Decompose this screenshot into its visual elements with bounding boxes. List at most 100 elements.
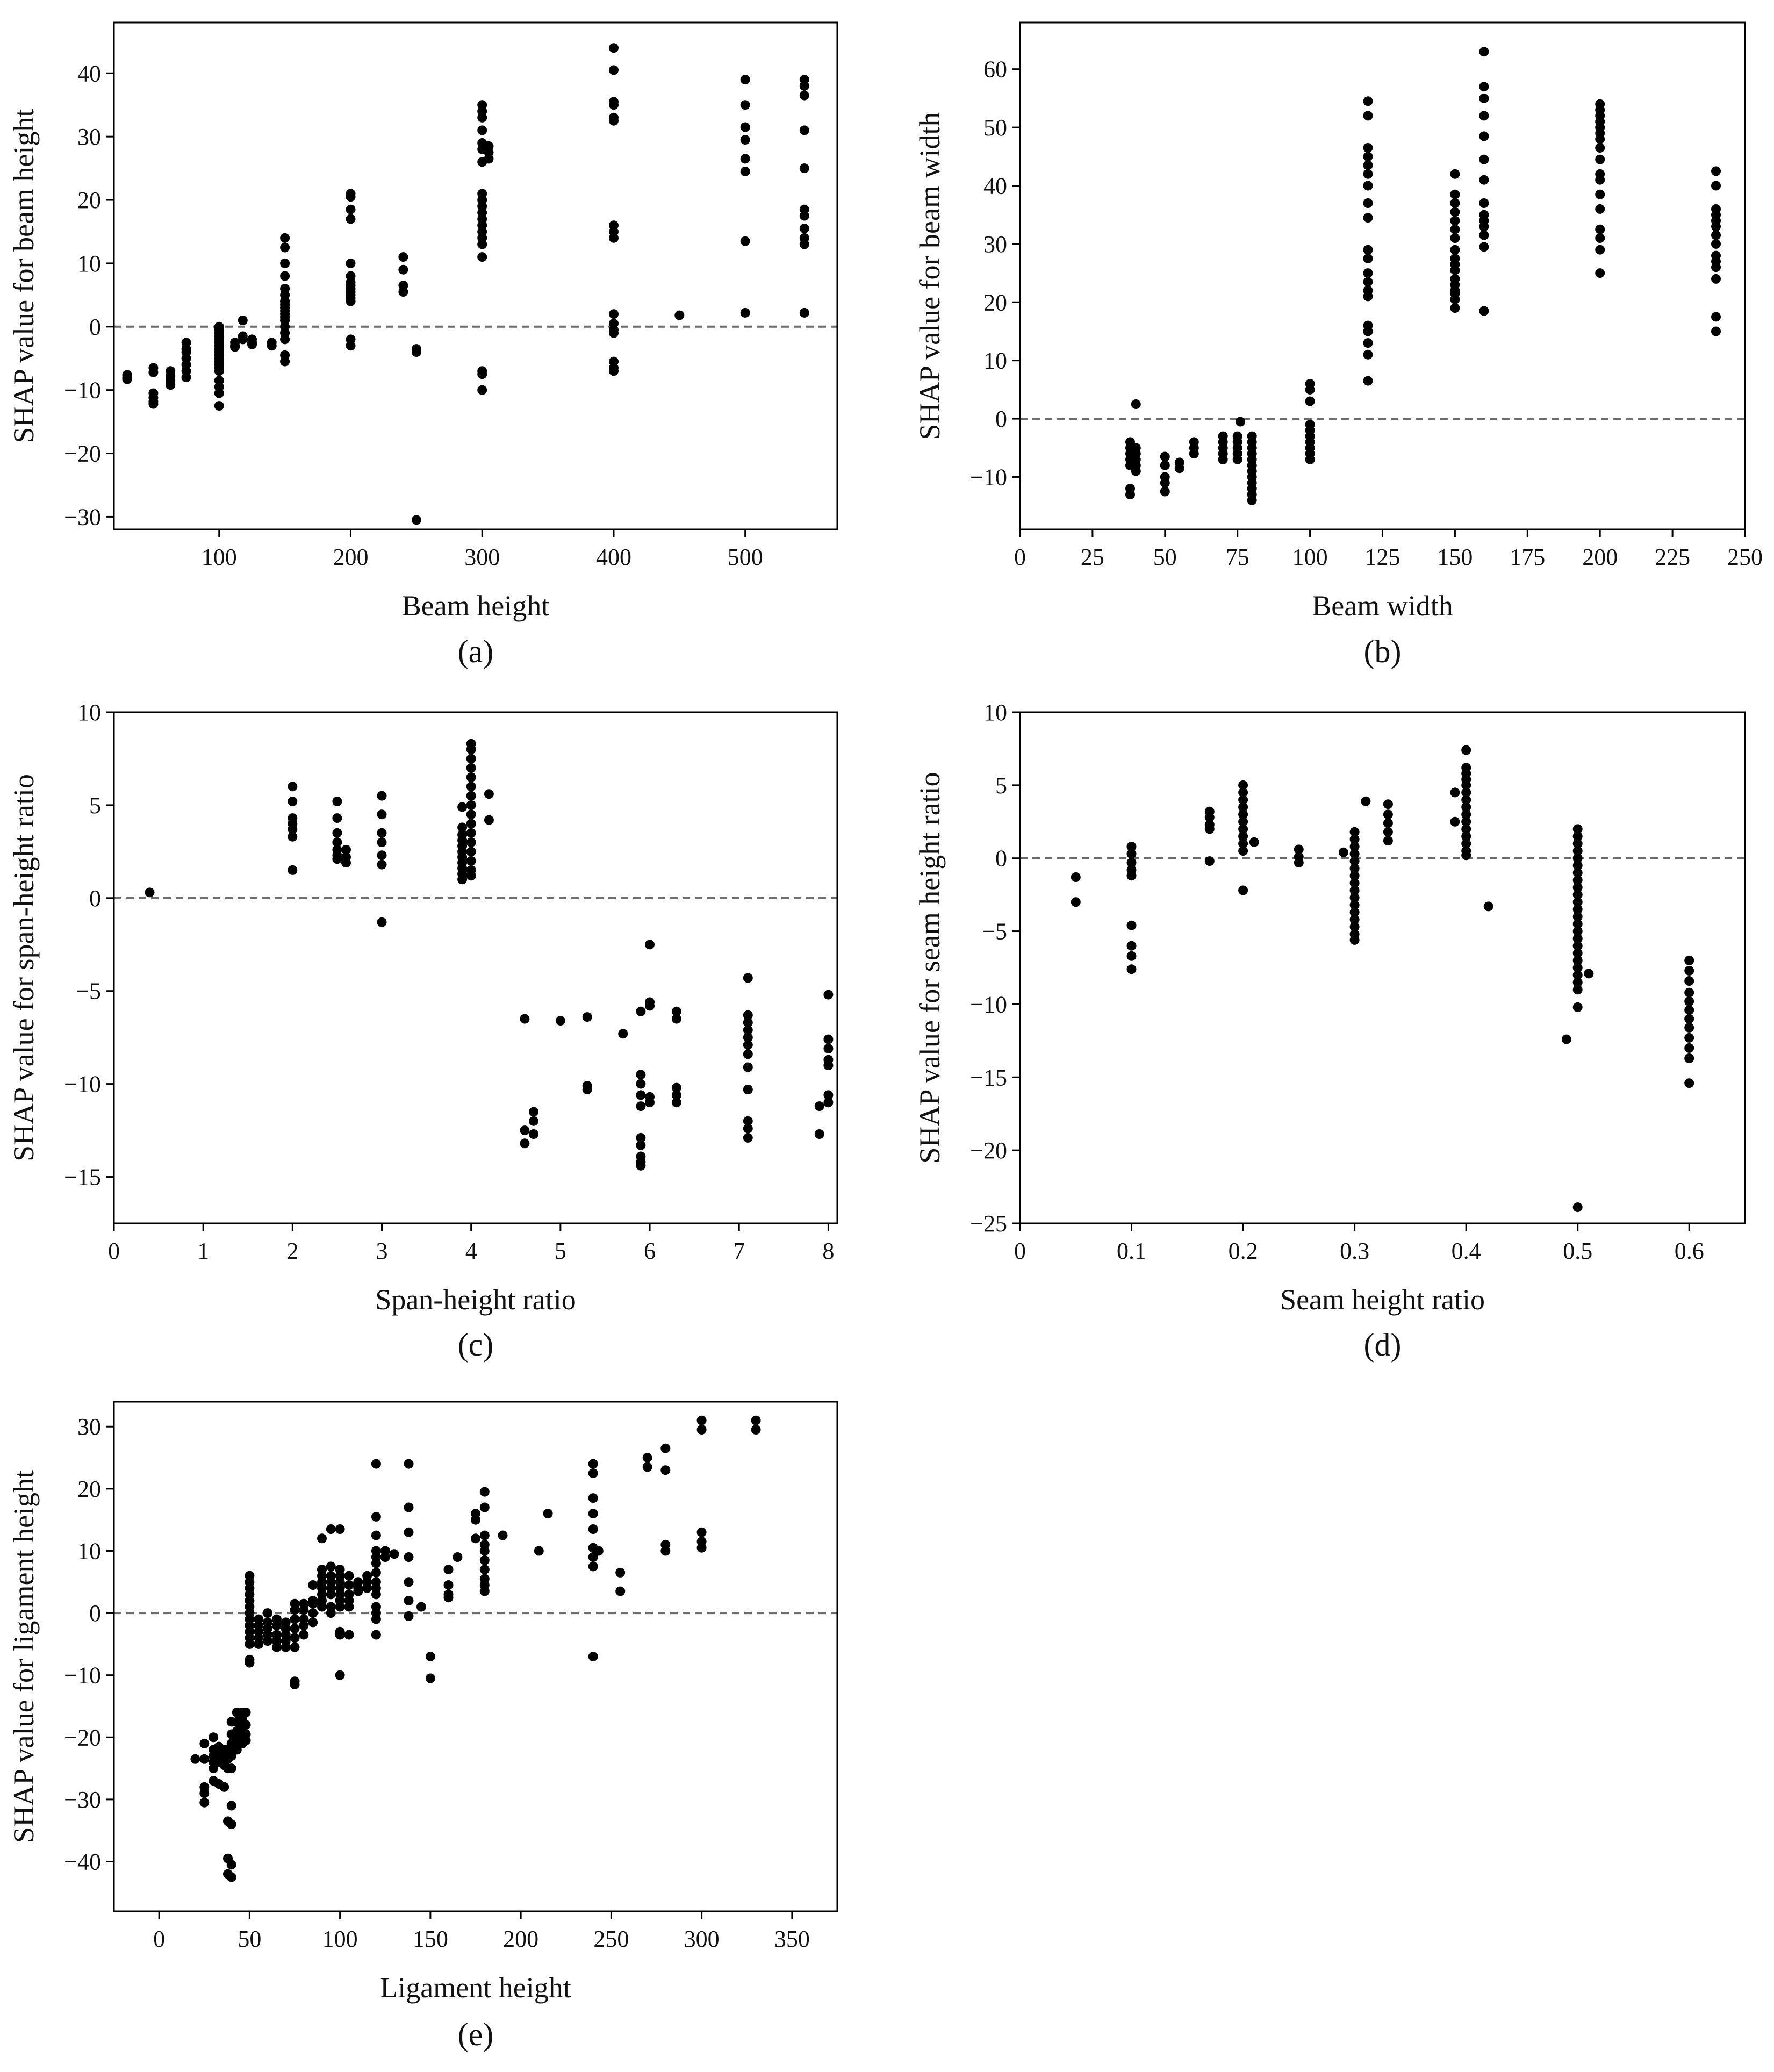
data-point xyxy=(1363,96,1373,106)
data-point xyxy=(1363,181,1373,191)
data-point xyxy=(743,1017,753,1028)
data-point xyxy=(209,1732,219,1743)
data-point xyxy=(280,356,290,367)
data-point xyxy=(588,1509,598,1519)
data-point xyxy=(411,515,421,525)
x-tick-label: 100 xyxy=(322,1926,358,1952)
data-point xyxy=(1383,799,1393,809)
data-point xyxy=(1572,890,1583,900)
data-point xyxy=(477,239,487,249)
data-point xyxy=(425,1652,435,1661)
data-point xyxy=(404,1527,414,1537)
data-point xyxy=(404,1577,414,1587)
data-point xyxy=(335,1630,345,1640)
data-point xyxy=(1711,221,1721,232)
data-point xyxy=(1363,213,1373,223)
data-point xyxy=(1363,349,1373,360)
data-point xyxy=(1572,941,1583,951)
y-tick-label: 10 xyxy=(77,699,101,726)
data-point xyxy=(263,1608,272,1618)
data-point xyxy=(377,859,387,870)
data-point xyxy=(1450,169,1460,179)
data-point xyxy=(1479,131,1489,141)
data-point xyxy=(671,1090,681,1100)
data-point xyxy=(1126,920,1137,930)
y-axis-label: SHAP value for ligament height xyxy=(8,1470,40,1843)
data-point xyxy=(1595,233,1605,243)
data-point xyxy=(1684,1043,1694,1053)
data-point xyxy=(1684,1078,1694,1088)
x-axis-label: Seam height ratio xyxy=(1280,1284,1485,1316)
data-point xyxy=(1572,963,1583,973)
y-axis-label: SHAP value for beam width xyxy=(914,112,946,440)
data-point xyxy=(1572,977,1583,987)
data-point xyxy=(1294,844,1304,855)
data-point xyxy=(636,1090,646,1100)
data-point xyxy=(1450,787,1460,798)
data-point xyxy=(660,1443,671,1453)
data-point xyxy=(671,1098,681,1108)
panel-a: 100 200 300 400 500 −30 −20 −10 0 10 20 30 40 Beam he… xyxy=(8,21,838,669)
data-point xyxy=(484,815,494,825)
y-tick-label: 20 xyxy=(77,1476,101,1502)
data-point xyxy=(743,1116,753,1126)
data-point xyxy=(743,1033,753,1043)
data-point xyxy=(346,296,356,306)
x-tick-label: 0 xyxy=(1014,544,1026,570)
data-point xyxy=(271,1642,282,1652)
data-point xyxy=(1349,893,1360,903)
x-tick-label: 1 xyxy=(197,1238,209,1264)
data-point xyxy=(543,1509,553,1519)
x-tick-label: 300 xyxy=(464,544,500,570)
y-tick-label: 10 xyxy=(77,250,101,277)
x-tick-label: 0.4 xyxy=(1452,1238,1481,1264)
y-tick-label: −10 xyxy=(970,991,1007,1017)
data-point xyxy=(751,1415,761,1425)
data-point xyxy=(1349,863,1360,873)
data-point xyxy=(404,1611,414,1621)
panel-b: 0 25 50 75 100 125 150 175 200 225 250 −10 0 10 20 30 40… xyxy=(914,21,1763,669)
data-point xyxy=(520,1125,530,1136)
data-point xyxy=(1238,809,1248,820)
y-tick-label: −30 xyxy=(64,1787,101,1813)
data-point xyxy=(1450,245,1460,255)
data-point xyxy=(1204,812,1215,822)
data-point xyxy=(466,847,476,857)
data-point xyxy=(1450,303,1460,313)
data-point xyxy=(1363,326,1373,336)
data-point xyxy=(1071,872,1081,882)
data-point xyxy=(520,1014,530,1024)
y-tick-label: −20 xyxy=(64,1724,101,1751)
data-point xyxy=(466,763,476,773)
data-point xyxy=(1126,964,1137,974)
data-point xyxy=(740,75,750,85)
data-point xyxy=(1684,976,1694,986)
data-point xyxy=(1247,495,1257,505)
data-point xyxy=(1349,878,1360,888)
data-point xyxy=(1238,816,1248,827)
x-tick-label: 0 xyxy=(108,1238,120,1264)
data-point xyxy=(636,1006,646,1016)
data-point xyxy=(636,1079,646,1089)
y-tick-label: 30 xyxy=(983,231,1007,257)
data-point xyxy=(479,1565,490,1575)
data-point xyxy=(290,1642,300,1652)
data-point xyxy=(238,316,248,325)
data-point xyxy=(457,802,468,812)
data-point xyxy=(479,1502,490,1512)
data-point xyxy=(466,871,476,881)
data-point xyxy=(1572,926,1583,936)
data-point xyxy=(1363,152,1373,162)
data-point xyxy=(471,1533,480,1544)
data-point xyxy=(457,874,468,885)
data-point xyxy=(371,1630,381,1640)
data-point xyxy=(1572,985,1583,995)
y-tick-label: 0 xyxy=(995,845,1007,872)
data-point xyxy=(214,401,224,411)
data-point xyxy=(1126,842,1137,851)
data-point xyxy=(1461,745,1471,755)
data-point xyxy=(353,1586,363,1596)
data-point xyxy=(466,856,476,866)
data-point xyxy=(1363,169,1373,179)
data-point xyxy=(1595,143,1605,153)
